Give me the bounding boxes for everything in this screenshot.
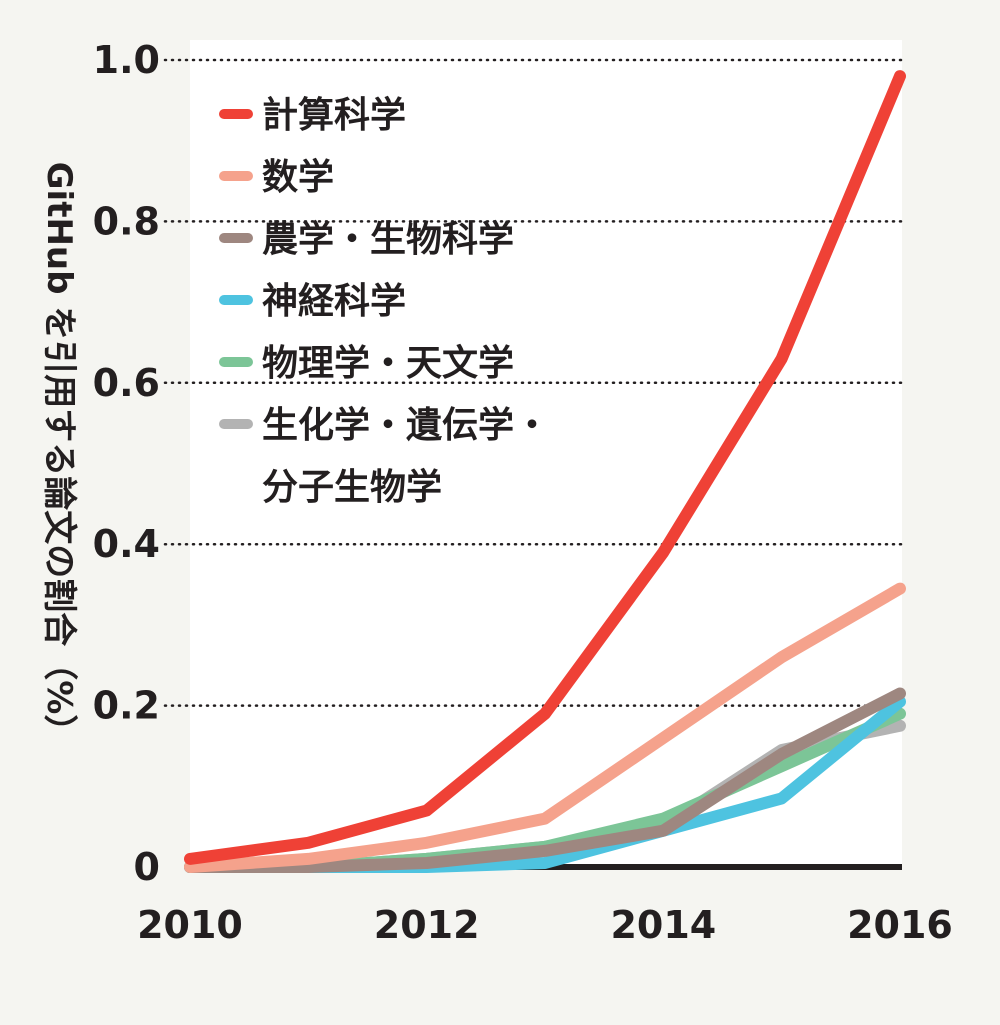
legend-label: 計算科学 [262,94,406,136]
legend-label: 神経科学 [262,280,406,322]
series-line [184,70,906,865]
y-tick-label: 0 [134,845,160,889]
y-axis-label: GitHub を引用する論文の割合（%） [39,162,79,749]
legend-label: 分子生物学 [262,466,442,508]
legend-label: 物理学・天文学 [262,342,514,384]
x-tick-label: 2016 [847,903,953,947]
y-tick-label: 0.2 [93,684,160,728]
x-tick-labels: 2010 2012 2014 2016 [137,903,953,947]
x-tick-label: 2012 [374,903,480,947]
plot-background [190,40,902,870]
y-tick-labels: 0 0.2 0.4 0.6 0.8 1.0 [93,38,160,889]
x-tick-label: 2014 [610,903,716,947]
y-tick-label: 1.0 [93,38,160,82]
series-line [184,687,906,873]
y-axis-label-text: GitHub を引用する論文の割合（%） [39,162,79,749]
legend-label: 数学 [262,156,334,198]
x-tick-label: 2010 [137,903,243,947]
series-line [184,582,906,873]
legend-label: 農学・生物科学 [262,218,514,260]
y-tick-label: 0.4 [93,522,160,566]
y-tick-label: 0.6 [93,361,160,405]
series-lines [184,70,906,873]
legend-label: 生化学・遺伝学・ [262,404,550,446]
y-tick-label: 0.8 [93,199,160,243]
